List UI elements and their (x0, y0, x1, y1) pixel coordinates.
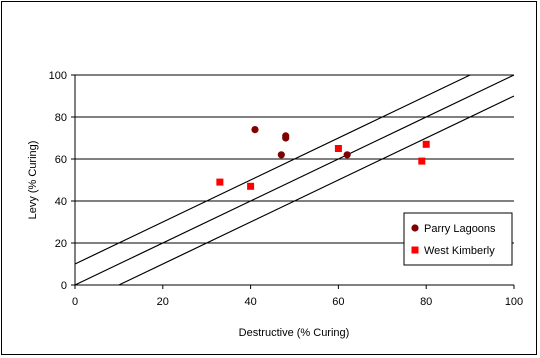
x-axis-title: Destructive (% Curing) (239, 327, 350, 339)
point-series1-0 (216, 178, 224, 186)
x-tick-label-1: 20 (157, 296, 169, 308)
y-tick-label-5: 100 (49, 70, 67, 82)
y-axis-ticks: 0 20 40 60 80 100 (49, 70, 75, 292)
axes (74, 75, 514, 286)
legend-marker-1 (411, 246, 419, 254)
y-tick-label-3: 60 (55, 154, 67, 166)
point-series1-3 (418, 157, 426, 165)
point-series1-4 (422, 140, 430, 148)
y-tick-label-4: 80 (55, 112, 67, 124)
legend-marker-0 (411, 224, 419, 232)
legend-box (403, 212, 513, 266)
reference-line-0 (74, 74, 471, 265)
data-points (216, 126, 430, 190)
point-series1-2 (334, 145, 342, 152)
y-axis-title: Levy (% Curing) (27, 141, 39, 220)
x-tick-label-3: 60 (332, 296, 344, 308)
legend: Parry Lagoons West Kimberly (403, 212, 513, 266)
reference-line-2 (118, 95, 515, 286)
y-tick-label-2: 40 (55, 196, 67, 208)
point-series1-1 (247, 182, 255, 190)
y-tick-label-0: 0 (61, 280, 67, 292)
x-tick-label-5: 100 (505, 296, 523, 308)
reference-line-1 (74, 74, 515, 286)
x-axis-ticks: 0 20 40 60 80 100 (72, 285, 523, 308)
point-series0-3 (282, 134, 290, 142)
point-series0-4 (343, 151, 351, 159)
legend-label-1: West Kimberly (424, 245, 495, 257)
legend-label-0: Parry Lagoons (424, 223, 496, 235)
x-tick-label-0: 0 (72, 296, 78, 308)
x-tick-label-4: 80 (420, 296, 432, 308)
point-series0-1 (277, 151, 285, 159)
y-tick-label-1: 20 (55, 238, 67, 250)
reference-lines (74, 74, 515, 286)
x-tick-label-2: 40 (244, 296, 256, 308)
point-series0-0 (251, 126, 259, 134)
